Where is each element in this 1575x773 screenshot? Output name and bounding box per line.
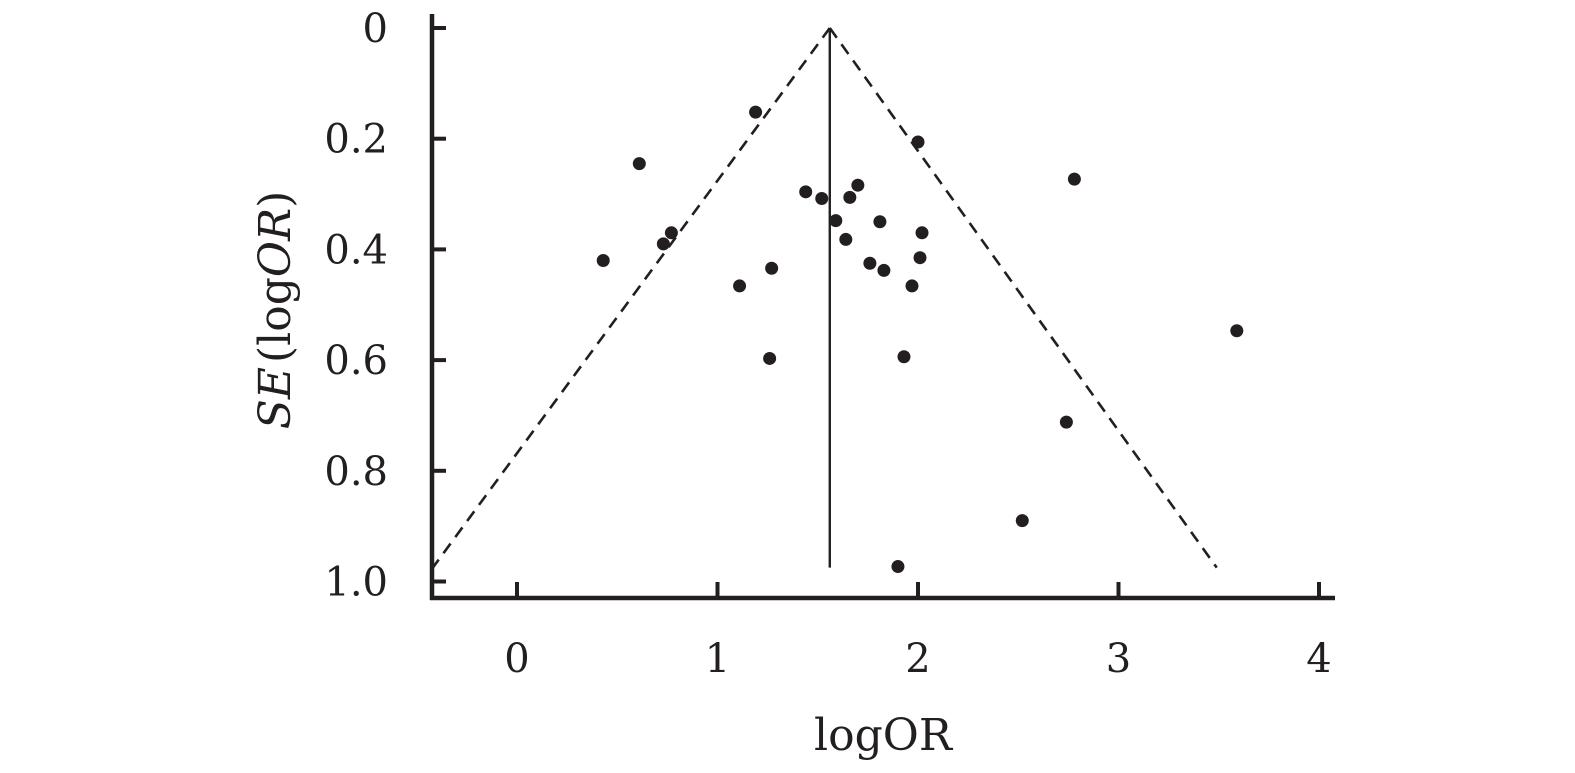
x-tick-label: 0 xyxy=(504,636,529,682)
y-tick-label: 0.6 xyxy=(324,338,388,384)
data-point xyxy=(1067,172,1081,186)
data-point xyxy=(763,351,777,365)
y-axis-title-open-paren: ( xyxy=(250,346,301,363)
data-point xyxy=(839,232,853,246)
data-point xyxy=(915,226,929,240)
y-axis-title-close-paren: ) xyxy=(250,191,301,208)
x-axis: 0 1 2 3 4 xyxy=(430,582,1335,682)
data-point xyxy=(843,190,857,204)
y-axis-title-or: OR xyxy=(250,208,301,277)
data-point xyxy=(877,263,891,277)
y-tick-labels: 0 0.2 0.4 0.6 0.8 1.0 xyxy=(324,6,388,606)
funnel-left-boundary xyxy=(429,27,831,572)
data-point xyxy=(733,279,747,293)
data-point xyxy=(873,215,887,229)
funnel-right-boundary xyxy=(828,27,1218,569)
data-point xyxy=(1015,514,1029,528)
y-axis: 0 0.2 0.4 0.6 0.8 1.0 xyxy=(324,6,446,606)
x-ticks xyxy=(515,582,1321,598)
y-tick-label: 0.2 xyxy=(324,117,388,163)
y-ticks xyxy=(432,26,446,584)
data-point xyxy=(851,178,865,192)
y-tick-label: 0.8 xyxy=(324,449,388,495)
y-axis-title: SE (logOR) xyxy=(250,191,301,430)
y-axis-title-se: SE xyxy=(250,367,301,429)
data-point xyxy=(913,251,927,265)
y-tick-label: 0.4 xyxy=(324,227,388,273)
x-tick-label: 4 xyxy=(1306,636,1331,682)
y-tick-label: 0 xyxy=(363,6,388,52)
data-point xyxy=(799,185,813,199)
data-point xyxy=(897,350,911,364)
y-tick-label: 1.0 xyxy=(324,560,388,606)
data-point xyxy=(1059,415,1073,429)
plot-area xyxy=(429,27,1244,574)
data-point xyxy=(632,157,646,171)
data-point xyxy=(829,214,843,228)
data-point xyxy=(905,279,919,293)
data-point xyxy=(664,226,678,240)
data-points xyxy=(596,105,1244,574)
data-point xyxy=(891,560,905,574)
x-tick-label: 2 xyxy=(905,636,930,682)
data-point xyxy=(765,261,779,275)
x-tick-label: 3 xyxy=(1106,636,1131,682)
data-point xyxy=(749,105,763,119)
data-point xyxy=(911,135,925,149)
data-point xyxy=(863,256,877,270)
data-point xyxy=(1230,324,1244,338)
data-point xyxy=(656,237,670,251)
data-point xyxy=(596,253,610,267)
x-axis-title: logOR xyxy=(814,710,954,761)
x-tick-labels: 0 1 2 3 4 xyxy=(504,636,1331,682)
y-axis-title-log: log xyxy=(250,277,301,346)
x-tick-label: 1 xyxy=(705,636,730,682)
data-point xyxy=(815,191,829,205)
